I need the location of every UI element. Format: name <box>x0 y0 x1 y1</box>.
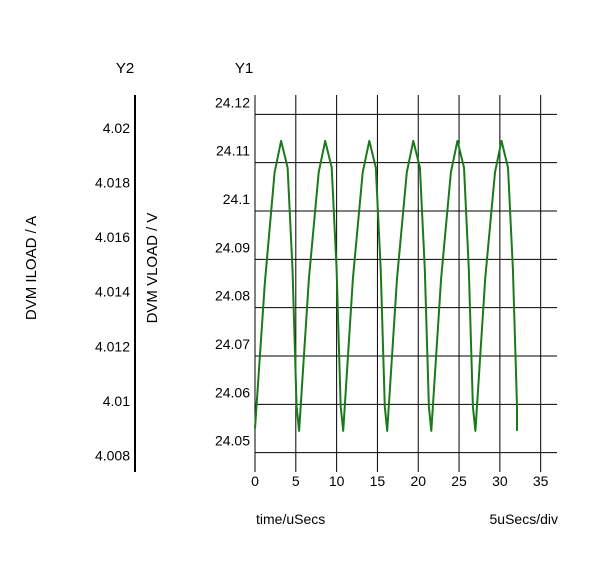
y2-tick-labels: 4.008 4.01 4.012 4.014 4.016 4.018 4.02 <box>95 120 130 464</box>
y1-tick-label: 24.12 <box>215 94 250 110</box>
y2-tick-label: 4.018 <box>95 174 130 190</box>
y1-tick-label: 24.11 <box>216 143 250 159</box>
grid-lines <box>254 95 557 472</box>
y1-tick-label: 24.06 <box>215 384 250 400</box>
y2-tick-label: 4.02 <box>103 120 130 136</box>
y2-tick-label: 4.014 <box>95 284 130 300</box>
y2-tick-label: 4.016 <box>95 229 130 245</box>
y1-tick-label: 24.05 <box>215 433 250 449</box>
y2-tick-label: 4.012 <box>95 338 130 354</box>
x-tick-label: 20 <box>410 473 426 489</box>
y2-tick-label: 4.008 <box>95 448 130 464</box>
x-tick-label: 25 <box>451 473 467 489</box>
series-line <box>254 139 518 432</box>
y1-tick-label: 24.09 <box>215 239 250 255</box>
x-division-label: 5uSecs/div <box>490 511 558 527</box>
y1-axis-label: DVM VLOAD / V <box>144 213 161 324</box>
x-tick-label: 15 <box>370 473 386 489</box>
y1-tick-label: 24.07 <box>215 336 250 352</box>
y1-header: Y1 <box>235 60 253 77</box>
series-group <box>254 139 518 432</box>
x-tick-label: 35 <box>533 473 549 489</box>
y1-tick-label: 24.1 <box>223 191 250 207</box>
x-tick-label: 30 <box>492 473 508 489</box>
y2-tick-label: 4.01 <box>103 393 130 409</box>
x-tick-label: 10 <box>329 473 345 489</box>
y1-tick-label: 24.08 <box>215 288 250 304</box>
y1-tick-labels: 24.05 24.06 24.07 24.08 24.09 24.1 24.11 24.12 <box>215 94 250 448</box>
y2-header: Y2 <box>116 60 134 77</box>
y2-axis-label: DVM ILOAD / A <box>23 216 40 320</box>
x-tick-label: 0 <box>251 473 259 489</box>
x-tick-label: 5 <box>292 473 300 489</box>
x-tick-labels: 0 5 10 15 20 25 30 35 <box>251 473 549 489</box>
x-axis-label: time/uSecs <box>256 511 325 527</box>
